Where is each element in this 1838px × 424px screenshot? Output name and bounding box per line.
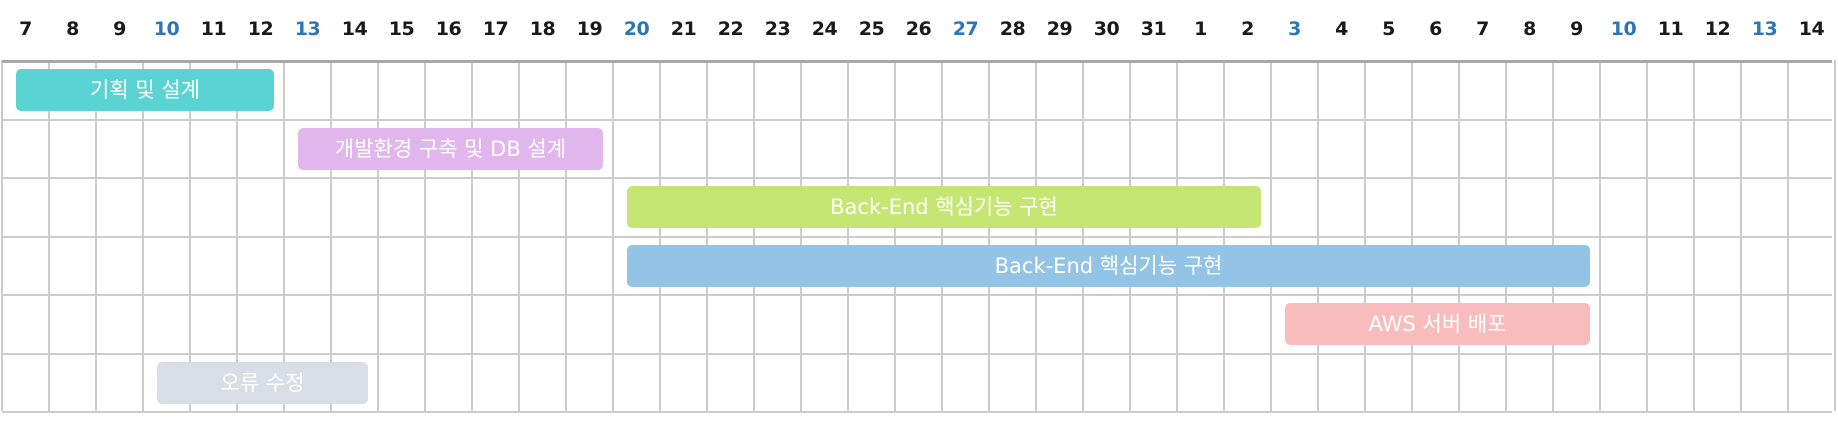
grid-row-line [2, 353, 1832, 355]
grid-column-line [1740, 60, 1742, 411]
grid-column-line [1505, 60, 1507, 411]
day-label: 24 [811, 18, 838, 40]
day-label: 10 [153, 18, 180, 40]
grid-column-line [1317, 60, 1319, 411]
day-label: 7 [19, 18, 32, 40]
grid-column-line [753, 60, 755, 411]
grid-column-line [659, 60, 661, 411]
grid-column-line [1270, 60, 1272, 411]
day-label: 3 [1288, 18, 1301, 40]
task-bar: 기획 및 설계 [16, 69, 274, 111]
day-label: 23 [764, 18, 791, 40]
grid-column-line [1364, 60, 1366, 411]
grid-column-line [988, 60, 990, 411]
grid-column-line [1176, 60, 1178, 411]
grid-column-line [1, 60, 3, 411]
grid-column-line [800, 60, 802, 411]
day-label: 9 [113, 18, 126, 40]
day-label: 11 [1657, 18, 1684, 40]
grid-column-line [1599, 60, 1601, 411]
task-bar: 개발환경 구축 및 DB 설계 [298, 128, 603, 170]
day-label: 14 [341, 18, 368, 40]
grid-column-line [1834, 60, 1836, 411]
grid-column-line [612, 60, 614, 411]
grid-column-line [283, 60, 285, 411]
grid-column-line [1223, 60, 1225, 411]
day-label: 13 [1751, 18, 1778, 40]
grid-column-line [1129, 60, 1131, 411]
day-label: 10 [1610, 18, 1637, 40]
grid-column-line [48, 60, 50, 411]
task-bar: 오류 수정 [157, 362, 368, 404]
day-label: 13 [294, 18, 321, 40]
grid-column-line [189, 60, 191, 411]
grid-column-line [565, 60, 567, 411]
grid-column-line [847, 60, 849, 411]
day-label: 9 [1570, 18, 1583, 40]
day-label: 22 [717, 18, 744, 40]
day-label: 18 [529, 18, 556, 40]
day-label: 15 [388, 18, 415, 40]
day-label: 16 [435, 18, 462, 40]
day-label: 12 [1704, 18, 1731, 40]
grid-row-line [2, 60, 1832, 63]
grid-column-line [894, 60, 896, 411]
day-label: 5 [1382, 18, 1395, 40]
grid-column-line [142, 60, 144, 411]
grid-column-line [1693, 60, 1695, 411]
grid-column-line [706, 60, 708, 411]
grid-column-line [424, 60, 426, 411]
day-label: 7 [1476, 18, 1489, 40]
grid-column-line [1552, 60, 1554, 411]
grid-row-line [2, 119, 1832, 121]
day-label: 20 [623, 18, 650, 40]
day-label: 1 [1194, 18, 1207, 40]
day-label: 19 [576, 18, 603, 40]
grid-row-line [2, 177, 1832, 179]
grid-column-line [1035, 60, 1037, 411]
day-label: 4 [1335, 18, 1348, 40]
day-label: 26 [905, 18, 932, 40]
day-label: 2 [1241, 18, 1254, 40]
day-label: 11 [200, 18, 227, 40]
grid-row-line [2, 236, 1832, 238]
task-bar: AWS 서버 배포 [1285, 303, 1590, 345]
grid-column-line [518, 60, 520, 411]
task-bar: Back-End 핵심기능 구현 [627, 186, 1261, 228]
task-bar: Back-End 핵심기능 구현 [627, 245, 1590, 287]
grid-column-line [236, 60, 238, 411]
day-label: 6 [1429, 18, 1442, 40]
day-label: 25 [858, 18, 885, 40]
grid-row-line [2, 294, 1832, 296]
day-label: 27 [952, 18, 979, 40]
grid-column-line [941, 60, 943, 411]
day-label: 21 [670, 18, 697, 40]
day-label: 8 [1523, 18, 1536, 40]
day-label: 14 [1798, 18, 1825, 40]
grid-row-line [2, 411, 1832, 413]
grid-column-line [95, 60, 97, 411]
day-label: 29 [1046, 18, 1073, 40]
grid-column-line [1082, 60, 1084, 411]
day-label: 12 [247, 18, 274, 40]
grid-column-line [1787, 60, 1789, 411]
day-label: 8 [66, 18, 79, 40]
day-label: 31 [1140, 18, 1167, 40]
day-label: 17 [482, 18, 509, 40]
grid-column-line [377, 60, 379, 411]
day-label: 28 [999, 18, 1026, 40]
day-label: 30 [1093, 18, 1120, 40]
grid-column-line [1646, 60, 1648, 411]
grid-column-line [330, 60, 332, 411]
grid-column-line [1411, 60, 1413, 411]
grid-column-line [1458, 60, 1460, 411]
grid-column-line [471, 60, 473, 411]
